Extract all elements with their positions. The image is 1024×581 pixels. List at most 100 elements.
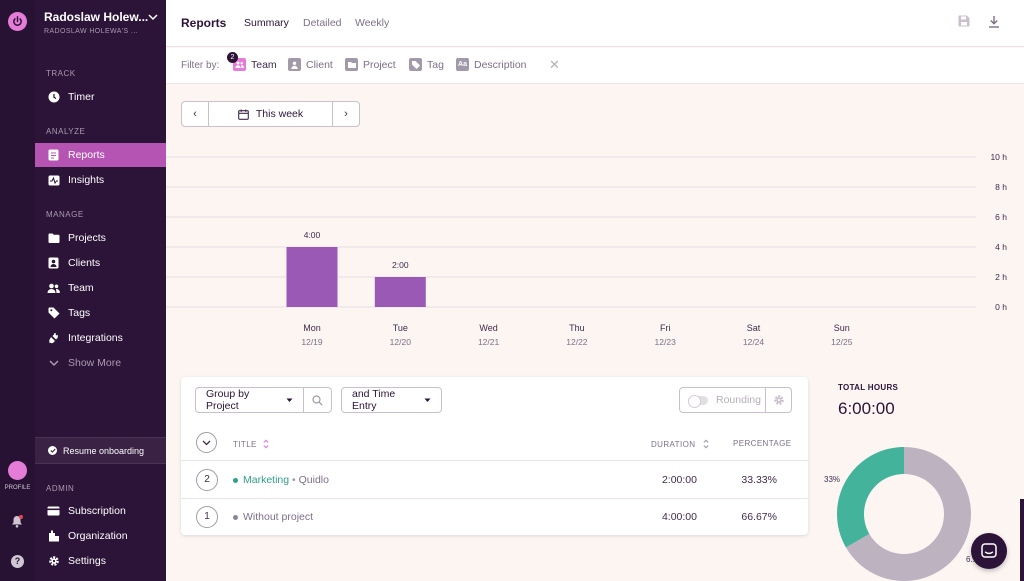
project-name: Marketing bbox=[243, 474, 290, 486]
tab-weekly[interactable]: Weekly bbox=[355, 17, 390, 29]
help-icon[interactable]: ? bbox=[11, 555, 24, 568]
sub-group-select[interactable]: and Time Entry bbox=[341, 387, 442, 413]
folder-icon bbox=[47, 232, 60, 245]
y-tick-label: 0 h bbox=[995, 302, 1007, 312]
rounding-label: Rounding bbox=[716, 394, 761, 406]
client-icon bbox=[47, 257, 60, 270]
sidebar-item-organization[interactable]: Organization bbox=[35, 524, 166, 548]
column-title-label: TITLE bbox=[233, 439, 257, 449]
rounding-toggle[interactable]: Rounding bbox=[679, 387, 766, 413]
sidebar-item-label: Show More bbox=[68, 357, 122, 369]
sidebar-item-label: Timer bbox=[68, 91, 95, 103]
report-table-card: Group by Project and Time Entry Rounding… bbox=[181, 377, 808, 535]
sidebar-item-team[interactable]: Team bbox=[35, 276, 166, 300]
profile-label: PROFILE bbox=[4, 485, 31, 491]
check-icon bbox=[48, 446, 57, 455]
filter-description-label: Description bbox=[474, 58, 527, 71]
group-by-select[interactable]: Group by Project bbox=[195, 387, 304, 413]
donut-label-without-project: 6... bbox=[966, 555, 978, 564]
search-icon bbox=[311, 394, 323, 406]
filter-tag[interactable]: Tag bbox=[409, 58, 444, 71]
donut-slice[interactable] bbox=[845, 447, 971, 581]
donut-slice[interactable] bbox=[837, 447, 904, 548]
x-tick-day: Mon bbox=[303, 323, 321, 333]
previous-week-button[interactable]: ‹ bbox=[193, 108, 197, 120]
expand-all-button[interactable] bbox=[196, 432, 217, 453]
column-percentage-label: PERCENTAGE bbox=[733, 439, 792, 448]
chevron-down-icon bbox=[424, 398, 431, 403]
save-icon[interactable] bbox=[958, 15, 970, 30]
column-title[interactable]: TITLE bbox=[233, 439, 269, 449]
x-tick-date: 12/21 bbox=[478, 337, 500, 347]
row-title: Marketing • Quidlo bbox=[243, 474, 329, 486]
y-tick-label: 10 h bbox=[990, 152, 1007, 162]
y-tick-label: 6 h bbox=[995, 212, 1007, 222]
sidebar-item-settings[interactable]: Settings bbox=[35, 549, 166, 573]
sidebar-item-label: Projects bbox=[68, 232, 106, 244]
plug-icon bbox=[47, 332, 60, 345]
search-button[interactable] bbox=[303, 387, 332, 413]
filter-client[interactable]: Client bbox=[288, 58, 333, 71]
gear-icon bbox=[47, 555, 60, 568]
scrollbar[interactable] bbox=[1020, 499, 1024, 581]
sidebar-item-tags[interactable]: Tags bbox=[35, 301, 166, 325]
page-title: Reports bbox=[181, 16, 227, 30]
row-count[interactable]: 2 bbox=[196, 469, 218, 491]
filter-project[interactable]: Project bbox=[345, 58, 396, 71]
x-tick-date: 12/19 bbox=[301, 337, 323, 347]
x-tick-day: Tue bbox=[393, 323, 408, 333]
next-week-button[interactable]: › bbox=[344, 108, 348, 120]
sidebar-item-integrations[interactable]: Integrations bbox=[35, 326, 166, 350]
total-hours-label: TOTAL HOURS bbox=[838, 383, 899, 392]
row-percentage: 33.33% bbox=[741, 474, 777, 486]
calendar-icon bbox=[238, 109, 249, 120]
sidebar-item-label: Tags bbox=[68, 307, 91, 319]
row-count[interactable]: 1 bbox=[196, 506, 218, 528]
column-duration[interactable]: DURATION bbox=[651, 439, 709, 449]
clock-icon bbox=[47, 91, 60, 104]
page-header: Reports Summary Detailed Weekly bbox=[166, 0, 1024, 47]
project-color-dot bbox=[233, 515, 238, 520]
sidebar-item-clients[interactable]: Clients bbox=[35, 251, 166, 275]
power-icon[interactable] bbox=[8, 12, 27, 31]
tab-detailed[interactable]: Detailed bbox=[303, 17, 342, 29]
x-tick-date: 12/24 bbox=[743, 337, 765, 347]
sidebar-item-subscription[interactable]: Subscription bbox=[35, 499, 166, 523]
clear-filters-icon[interactable]: ✕ bbox=[549, 57, 560, 72]
tab-summary[interactable]: Summary bbox=[244, 17, 289, 29]
sidebar-item-show-more[interactable]: Show More bbox=[35, 351, 166, 375]
sidebar-item-insights[interactable]: Insights bbox=[35, 168, 166, 192]
table-row[interactable]: 2 Marketing • Quidlo 2:00:00 33.33% bbox=[181, 462, 808, 499]
row-duration: 4:00:00 bbox=[661, 511, 697, 523]
group-by-label: Group by Project bbox=[206, 388, 250, 412]
bell-icon[interactable] bbox=[11, 515, 23, 531]
sidebar: Radoslaw Holew... RADOSLAW HOLEWA'S ... … bbox=[35, 0, 166, 581]
resume-onboarding-button[interactable]: Resume onboarding bbox=[35, 437, 166, 464]
download-icon[interactable] bbox=[988, 15, 1000, 31]
workspace-name[interactable]: Radoslaw Holew... bbox=[44, 10, 149, 24]
section-manage: MANAGE bbox=[46, 210, 84, 219]
sidebar-item-label: Reports bbox=[68, 149, 105, 161]
profile-avatar[interactable] bbox=[8, 461, 27, 480]
client-filter-icon bbox=[288, 58, 301, 71]
sidebar-item-reports[interactable]: Reports bbox=[35, 143, 166, 167]
filter-description[interactable]: Aa Description bbox=[456, 58, 527, 71]
chat-button[interactable] bbox=[971, 533, 1007, 569]
chevron-down-icon[interactable] bbox=[148, 12, 158, 24]
bar bbox=[286, 247, 338, 307]
x-tick-day: Thu bbox=[569, 323, 585, 333]
date-range-button[interactable]: This week bbox=[208, 102, 333, 126]
building-icon bbox=[47, 530, 60, 543]
x-tick-date: 12/20 bbox=[390, 337, 412, 347]
sidebar-item-label: Integrations bbox=[68, 332, 123, 344]
rounding-settings-button[interactable] bbox=[766, 387, 792, 413]
donut-label-marketing: 33% bbox=[824, 475, 841, 484]
bar bbox=[374, 277, 426, 307]
table-row[interactable]: 1 Without project 4:00:00 66.67% bbox=[181, 499, 808, 536]
description-filter-icon: Aa bbox=[456, 58, 469, 71]
sidebar-item-label: Settings bbox=[68, 555, 106, 567]
row-percentage: 66.67% bbox=[741, 511, 777, 523]
sidebar-item-timer[interactable]: Timer bbox=[35, 85, 166, 109]
sidebar-item-projects[interactable]: Projects bbox=[35, 226, 166, 250]
filter-team[interactable]: 2 Team bbox=[227, 52, 277, 71]
